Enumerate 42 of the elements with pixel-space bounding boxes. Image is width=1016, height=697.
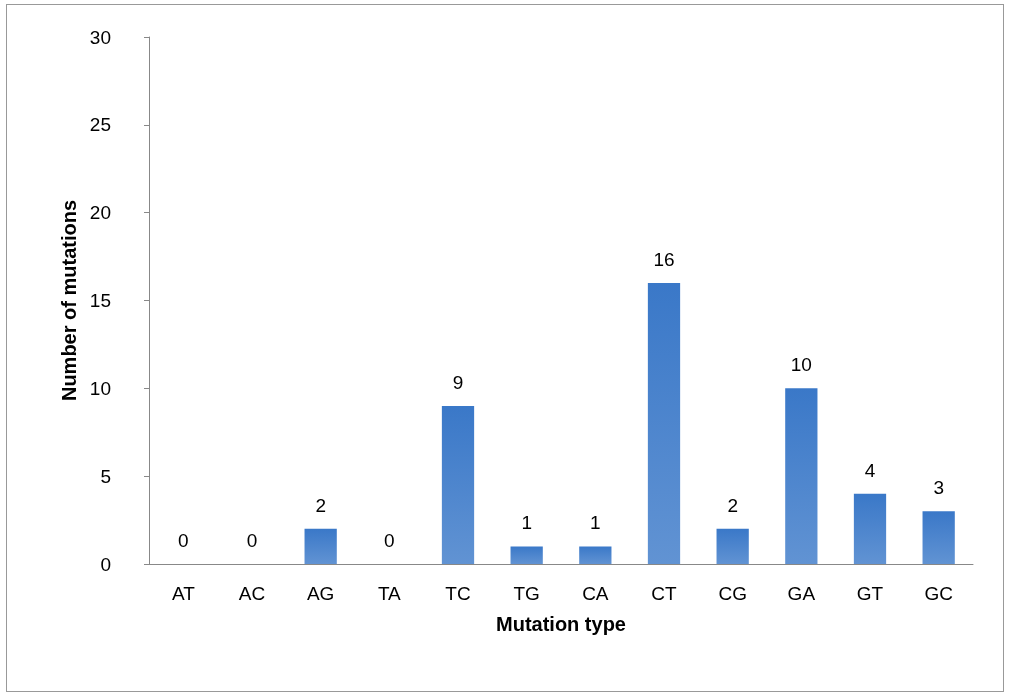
x-tick-label: TC	[445, 583, 471, 604]
y-tick-label: 30	[89, 26, 111, 48]
y-tick-label: 15	[89, 290, 111, 311]
x-tick-label: AC	[238, 583, 266, 604]
x-tick-label: CG	[718, 583, 747, 604]
y-tick-label: 25	[89, 114, 111, 136]
x-tick-label: GC	[924, 583, 953, 604]
data-label: 0	[246, 530, 258, 551]
data-label: 2	[727, 494, 738, 516]
bar	[510, 546, 543, 564]
x-tick-label: GA	[787, 583, 816, 604]
bar	[304, 528, 337, 564]
data-label: 16	[653, 248, 675, 270]
bar	[441, 405, 475, 564]
data-label: 9	[452, 371, 464, 393]
y-tick-label: 5	[100, 465, 111, 487]
bar	[579, 546, 612, 564]
x-tick-label: TG	[513, 583, 540, 604]
data-label: 1	[521, 512, 532, 534]
data-label: 0	[384, 530, 395, 551]
bar	[716, 528, 749, 564]
x-tick-label: TA	[377, 583, 402, 604]
data-label: 1	[590, 512, 601, 534]
bar	[785, 388, 818, 564]
data-label: 2	[315, 494, 326, 516]
bar	[853, 493, 887, 564]
x-tick-label: AG	[306, 583, 335, 604]
x-tick-label: CA	[582, 583, 609, 604]
y-tick-label: 20	[89, 202, 111, 224]
data-label: 0	[178, 530, 189, 551]
x-tick-label: AT	[171, 583, 196, 604]
data-label: 3	[933, 477, 944, 499]
x-axis-title: Mutation type	[496, 613, 626, 635]
data-label: 10	[790, 354, 812, 376]
y-axis-title: Number of mutations	[57, 199, 80, 402]
data-label: 4	[864, 459, 876, 481]
x-tick-label: CT	[651, 583, 678, 604]
bar	[647, 282, 681, 564]
bar	[922, 511, 955, 564]
x-tick-label: GT	[856, 583, 884, 604]
y-tick-label: 10	[89, 377, 111, 399]
y-tick-label: 0	[100, 553, 111, 575]
